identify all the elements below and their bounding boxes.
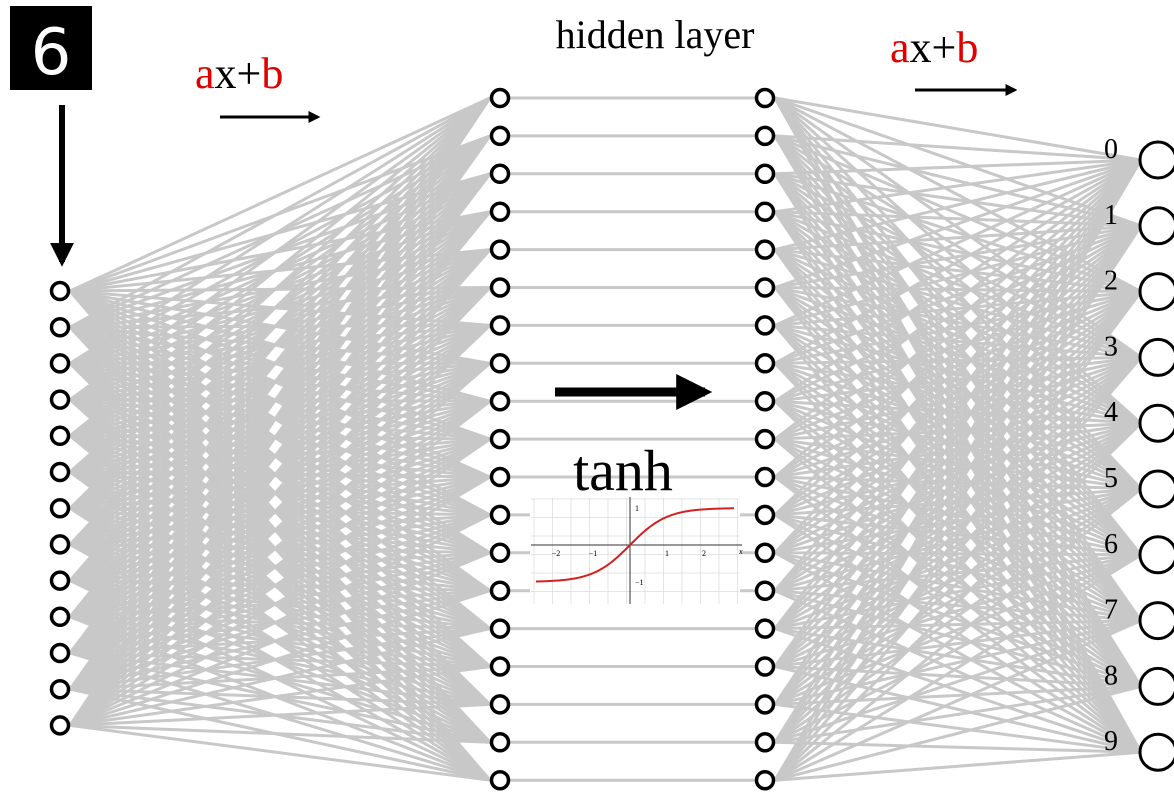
output-label: 4	[1104, 397, 1118, 428]
coef-b: b	[956, 23, 978, 72]
hidden-neuron	[757, 317, 774, 334]
coef-a: a	[195, 49, 215, 98]
hidden-neuron	[757, 393, 774, 410]
hidden-neuron	[492, 90, 509, 107]
var-x: x+	[910, 23, 957, 72]
plot-tick-label: 1	[665, 549, 669, 558]
hidden-neuron	[492, 658, 509, 675]
hidden-neuron	[757, 165, 774, 182]
hidden-neuron	[492, 544, 509, 561]
activation-label: tanh	[573, 438, 673, 503]
input-neuron	[52, 319, 69, 336]
input-neuron	[52, 283, 69, 300]
hidden-neuron	[492, 772, 509, 789]
plot-tick-label: −2	[552, 549, 561, 558]
hidden-neuron	[492, 393, 509, 410]
hidden-layer-title: hidden layer	[556, 12, 755, 57]
hidden-neuron	[492, 241, 509, 258]
hidden-neuron	[757, 734, 774, 751]
hidden-neuron	[757, 469, 774, 486]
output-label: 2	[1104, 266, 1118, 297]
hidden-neuron	[757, 544, 774, 561]
hidden-neuron	[492, 620, 509, 637]
output-neuron	[1140, 603, 1174, 639]
output-neuron	[1140, 339, 1174, 375]
hidden-neuron	[757, 582, 774, 599]
plot-tick-label: −1	[589, 549, 598, 558]
hidden-neuron	[757, 127, 774, 144]
input-neuron	[52, 464, 69, 481]
hidden-neuron	[492, 279, 509, 296]
hidden-neuron	[757, 696, 774, 713]
input-neuron	[52, 681, 69, 698]
hidden-neuron	[492, 355, 509, 372]
hidden-neuron	[757, 620, 774, 637]
hidden-neuron	[492, 431, 509, 448]
hidden-neuron	[492, 203, 509, 220]
plot-tick-label: 2	[702, 549, 706, 558]
hidden-neuron	[757, 355, 774, 372]
output-label: 7	[1104, 595, 1118, 626]
coef-a: a	[890, 23, 910, 72]
plot-background	[530, 497, 740, 605]
hidden-neuron	[757, 279, 774, 296]
output-label: 6	[1104, 529, 1118, 560]
input-neuron	[52, 645, 69, 662]
input-digit: 6	[31, 16, 72, 90]
hidden-neuron	[492, 734, 509, 751]
coef-b: b	[261, 49, 283, 98]
input-neuron	[52, 572, 69, 589]
network-diagram: 0123456789 6 ax+b ax+b hidden layer tanh…	[0, 0, 1174, 801]
input-neuron	[52, 536, 69, 553]
output-neuron	[1140, 537, 1174, 573]
output-label: 9	[1104, 726, 1118, 757]
hidden-neuron	[757, 506, 774, 523]
hidden-neuron	[492, 506, 509, 523]
var-x: x+	[215, 49, 262, 98]
output-label: 3	[1104, 331, 1118, 362]
input-neuron	[52, 391, 69, 408]
output-label: 1	[1104, 200, 1118, 231]
input-neuron	[52, 717, 69, 734]
output-label: 5	[1104, 463, 1118, 494]
hidden-neuron	[757, 241, 774, 258]
output-neuron	[1140, 668, 1174, 704]
hidden-neuron	[757, 772, 774, 789]
hidden-neuron	[492, 696, 509, 713]
output-label: 8	[1104, 660, 1118, 691]
output-neuron	[1140, 274, 1174, 310]
hidden-neuron	[492, 127, 509, 144]
hidden-neuron	[492, 317, 509, 334]
output-neuron	[1140, 471, 1174, 507]
hidden-neuron	[492, 469, 509, 486]
hidden-neuron	[492, 582, 509, 599]
hidden-neuron	[757, 658, 774, 675]
input-neuron	[52, 355, 69, 372]
input-neuron	[52, 500, 69, 517]
output-neuron	[1140, 208, 1174, 244]
input-neuron	[52, 608, 69, 625]
hidden-neuron	[757, 203, 774, 220]
output-neuron	[1140, 142, 1174, 178]
plot-axis-label: x	[738, 547, 743, 556]
plot-tick-label: 1	[635, 504, 639, 513]
transform-label: ax+b	[195, 49, 283, 98]
output-neuron	[1140, 734, 1174, 770]
input-neuron	[52, 427, 69, 444]
hidden-neuron	[492, 165, 509, 182]
tanh-plot: −2 −1 1 2 1 −1 x	[530, 497, 743, 605]
hidden-neuron	[757, 431, 774, 448]
hidden-neuron	[757, 90, 774, 107]
transform-label: ax+b	[890, 23, 978, 72]
output-neuron	[1140, 405, 1174, 441]
page: 0123456789 6 ax+b ax+b hidden layer tanh…	[0, 0, 1174, 801]
output-label: 0	[1104, 134, 1118, 165]
plot-tick-label: −1	[635, 578, 644, 587]
